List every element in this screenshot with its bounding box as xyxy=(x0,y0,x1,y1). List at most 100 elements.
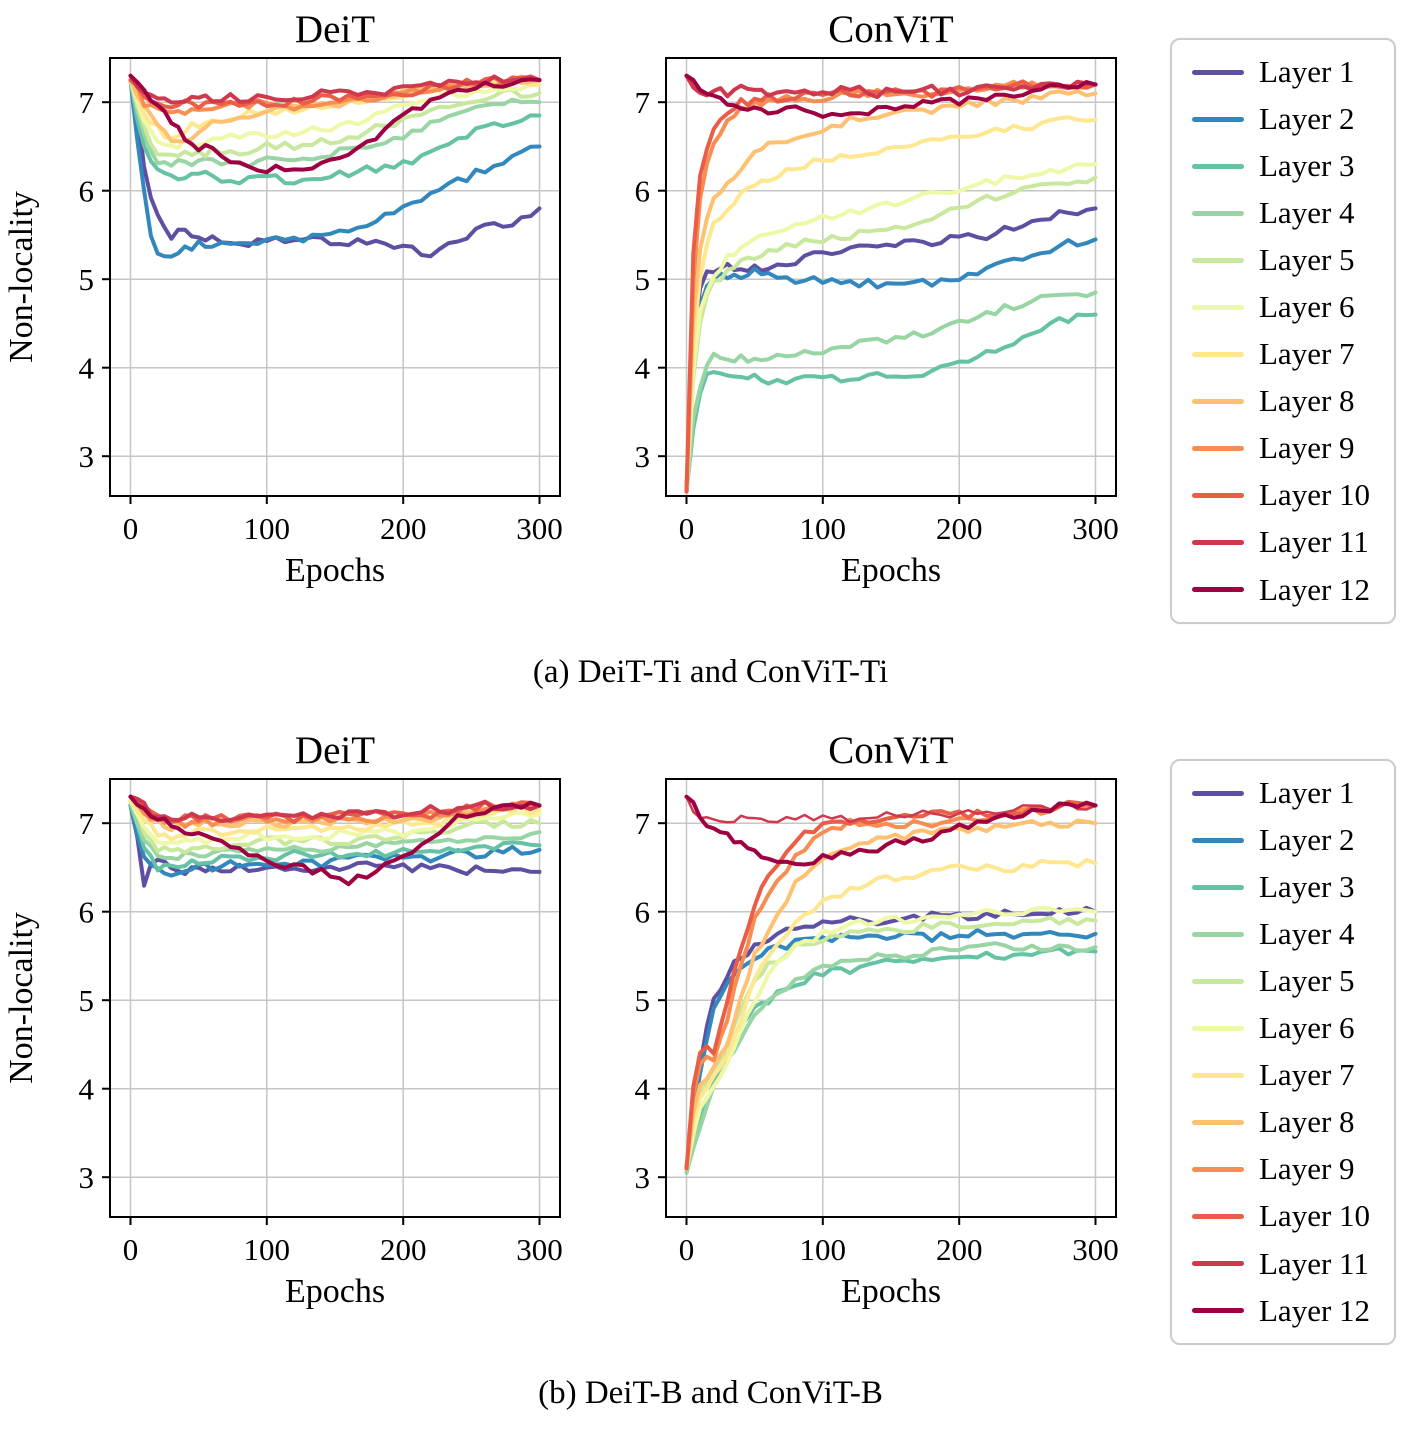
legend-item-layer-3: Layer 3 xyxy=(1192,150,1370,183)
legend-item-layer-4: Layer 4 xyxy=(1192,197,1370,230)
legend-line-swatch xyxy=(1192,931,1244,937)
legend-line-swatch xyxy=(1192,257,1244,263)
y-tick-label: 7 xyxy=(635,806,651,841)
series-layer-2 xyxy=(684,237,1098,494)
series-layer-2 xyxy=(128,78,542,259)
y-axis-label: Non-locality xyxy=(4,912,40,1084)
legend-line-swatch xyxy=(1192,1073,1244,1079)
legend-item-layer-7: Layer 7 xyxy=(1192,338,1370,371)
legend-item-layer-3: Layer 3 xyxy=(1192,871,1370,904)
legend-item-label: Layer 6 xyxy=(1259,1010,1355,1046)
series-layer-12 xyxy=(684,73,1098,119)
legend-item-label: Layer 2 xyxy=(1259,822,1355,858)
legend-item-label: Layer 11 xyxy=(1259,1245,1369,1281)
series-layer-12 xyxy=(684,794,1098,867)
legend-item-layer-8: Layer 8 xyxy=(1192,385,1370,418)
plot-frame xyxy=(665,778,1117,1219)
chart-title: DeiT xyxy=(295,729,375,772)
x-tick-label: 100 xyxy=(244,1232,291,1267)
legend-item-layer-6: Layer 6 xyxy=(1192,291,1370,324)
series-layer-3 xyxy=(128,803,542,873)
chart-title: ConViT xyxy=(828,8,954,51)
series-layer-12 xyxy=(128,73,542,175)
x-tick-label: 200 xyxy=(936,511,983,546)
series-layer-7 xyxy=(684,858,1098,1171)
series-layer-11 xyxy=(685,795,1097,824)
y-tick-label: 4 xyxy=(635,1072,651,1107)
y-axis-label: Non-locality xyxy=(4,191,40,363)
legend-b: Layer 1 Layer 2 Layer 3 Layer 4 Layer 5 Layer… xyxy=(1170,759,1397,1346)
legend-item-layer-1: Layer 1 xyxy=(1192,777,1370,810)
legend-item-label: Layer 9 xyxy=(1259,430,1355,466)
y-tick-label: 5 xyxy=(79,983,95,1018)
caption-a: (a) DeiT-Ti and ConViT-Ti xyxy=(532,654,889,691)
x-tick-label: 0 xyxy=(123,1232,139,1267)
x-axis-label: Epochs xyxy=(841,1273,941,1309)
figure-a-row: 0 100 200 300 3 4 5 6 7 DeiT Epochs Non-locality 0 1… xyxy=(0,4,1421,625)
series-layer-8 xyxy=(684,89,1098,494)
legend-item-label: Layer 10 xyxy=(1259,477,1371,513)
legend-line-swatch xyxy=(1192,116,1244,122)
legend-item-layer-5: Layer 5 xyxy=(1192,965,1370,998)
legend-item-layer-10: Layer 10 xyxy=(1192,479,1370,512)
x-tick-label: 200 xyxy=(380,1232,427,1267)
y-tick-label: 6 xyxy=(79,895,95,930)
series-layer-2 xyxy=(684,927,1098,1171)
legend-item-label: Layer 6 xyxy=(1259,289,1355,325)
legend-item-layer-6: Layer 6 xyxy=(1192,1012,1370,1045)
legend-item-layer-11: Layer 11 xyxy=(1192,526,1370,559)
legend-item-layer-2: Layer 2 xyxy=(1192,824,1370,857)
legend-a: Layer 1 Layer 2 Layer 3 Layer 4 Layer 5 Layer… xyxy=(1170,38,1397,625)
y-tick-label: 4 xyxy=(635,351,651,386)
series-layer-11 xyxy=(684,73,1098,100)
x-tick-label: 0 xyxy=(123,511,139,546)
legend-item-label: Layer 1 xyxy=(1259,54,1355,89)
legend-item-label: Layer 3 xyxy=(1259,148,1355,184)
legend-item-label: Layer 8 xyxy=(1259,383,1355,419)
legend-item-layer-12: Layer 12 xyxy=(1192,1292,1371,1328)
legend-item-label: Layer 12 xyxy=(1259,1292,1371,1328)
series-layer-7 xyxy=(684,115,1098,494)
chart-convit-ti: 0 100 200 300 3 4 5 6 7 ConViT Epochs xyxy=(600,4,1130,588)
y-tick-label: 3 xyxy=(635,1160,651,1195)
x-tick-label: 100 xyxy=(800,1232,847,1267)
legend-item-label: Layer 2 xyxy=(1259,101,1355,137)
legend-item-layer-2: Layer 2 xyxy=(1192,101,1370,137)
legend-item-label: Layer 4 xyxy=(1259,916,1355,952)
series-layer-3 xyxy=(128,78,542,186)
legend-line-swatch xyxy=(1192,979,1244,985)
figure-page: 0 100 200 300 3 4 5 6 7 DeiT Epochs Non-locality 0 1… xyxy=(0,4,1421,1412)
figure-b: 0 100 200 300 3 4 5 6 7 DeiT Epochs Non-locality 0 1… xyxy=(0,725,1421,1412)
legend-line-swatch xyxy=(1192,493,1244,499)
legend-line-swatch xyxy=(1192,305,1244,310)
x-tick-label: 300 xyxy=(516,511,563,546)
chart-convit-b: 0 100 200 300 3 4 5 6 7 ConViT Epochs xyxy=(600,725,1130,1309)
legend-item-label: Layer 9 xyxy=(1259,1151,1355,1187)
legend-line-swatch xyxy=(1192,1120,1244,1126)
x-tick-label: 300 xyxy=(1072,511,1119,546)
series-layer-3 xyxy=(684,312,1098,494)
legend-item-label: Layer 7 xyxy=(1259,336,1355,372)
series-layer-5 xyxy=(684,175,1098,494)
legend-item-layer-1: Layer 1 xyxy=(1192,54,1370,89)
legend-item-layer-10: Layer 10 xyxy=(1192,1200,1370,1233)
legend-line-swatch xyxy=(1192,399,1244,405)
chart-svg: 0 100 200 300 3 4 5 6 7 DeiT Epochs Non-locality xyxy=(4,8,563,588)
series-layer-4 xyxy=(684,941,1098,1175)
x-axis-label: Epochs xyxy=(285,552,385,588)
legend-item-label: Layer 4 xyxy=(1259,195,1355,231)
chart-deit-ti: 0 100 200 300 3 4 5 6 7 DeiT Epochs Non-locality xyxy=(4,4,574,588)
y-tick-label: 6 xyxy=(79,174,95,209)
legend-item-layer-9: Layer 9 xyxy=(1192,432,1370,465)
series-layer-8 xyxy=(684,818,1098,1171)
y-tick-label: 4 xyxy=(79,1072,95,1107)
series-layer-1 xyxy=(128,78,542,259)
legend-line-swatch xyxy=(1192,210,1244,216)
x-tick-label: 300 xyxy=(516,1232,563,1267)
chart-svg: 0 100 200 300 3 4 5 6 7 ConViT Epochs xyxy=(635,729,1119,1309)
series-layer-5 xyxy=(128,78,542,159)
legend-item-label: Layer 3 xyxy=(1259,869,1355,905)
legend-line-swatch xyxy=(1192,1214,1244,1220)
y-tick-label: 7 xyxy=(635,85,651,120)
y-tick-label: 5 xyxy=(635,983,651,1018)
